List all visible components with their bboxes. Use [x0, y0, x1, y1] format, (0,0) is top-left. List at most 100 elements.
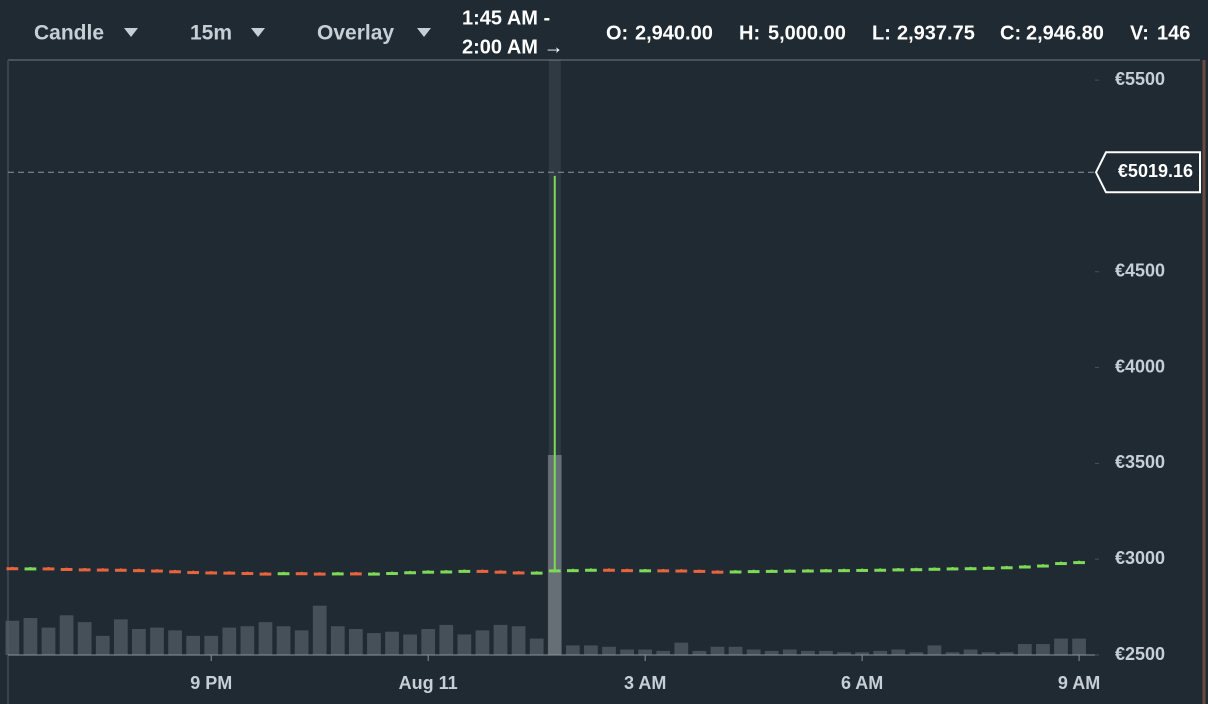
candle-body: [78, 568, 91, 572]
candle-body: [820, 569, 832, 573]
overlay-dropdown[interactable]: Overlay: [317, 22, 394, 45]
volume-bar: [403, 634, 417, 655]
volume-bar: [276, 626, 291, 655]
volume-bar: [801, 650, 815, 655]
volume-bar: [457, 634, 472, 655]
candle-body: [223, 571, 236, 575]
candle-body: [1000, 566, 1013, 570]
x-tick-label: 3 AM: [624, 673, 666, 693]
candle-body: [838, 569, 850, 573]
stat-key: C:: [1000, 22, 1021, 44]
volume-bar: [819, 650, 833, 655]
y-tick-label: €4000: [1115, 356, 1165, 376]
candle-body: [187, 571, 200, 575]
volume-bar: [963, 649, 978, 655]
candle-body: [783, 569, 796, 573]
time-range: 2:00 AM →: [462, 36, 564, 58]
candle-body: [892, 568, 905, 572]
candle-body: [440, 570, 453, 574]
volume-bar: [529, 638, 544, 655]
candle-body: [693, 569, 706, 573]
stat-value: 2,946.80: [1026, 22, 1104, 44]
y-tick-label: €4500: [1115, 260, 1165, 280]
volume-bar: [294, 630, 309, 655]
candle-body: [313, 572, 326, 576]
y-tick-label: €5500: [1115, 69, 1165, 89]
chart-type-dropdown[interactable]: Candle: [34, 22, 104, 45]
stat-value: 2,937.75: [897, 22, 975, 44]
candle-body: [566, 569, 579, 573]
volume-bar: [981, 652, 996, 655]
volume-bar: [728, 646, 743, 655]
volume-bar: [439, 624, 454, 655]
candle-body: [548, 569, 561, 573]
volume-bar: [41, 627, 56, 655]
candle-body: [765, 569, 778, 573]
volume-bar: [5, 620, 20, 655]
candle-body: [295, 572, 308, 576]
volume-bar: [638, 649, 653, 655]
x-tick-label: Aug 11: [399, 673, 458, 693]
volume-bar: [493, 624, 508, 655]
candle-body: [404, 571, 416, 575]
volume-bar: [602, 646, 616, 655]
volume-bar: [132, 628, 146, 655]
candle-body: [874, 568, 887, 572]
y-tick-label: €2500: [1115, 644, 1165, 664]
volume-bar: [186, 635, 201, 655]
candle-body: [133, 569, 145, 573]
candle-body: [205, 571, 218, 575]
interval-dropdown[interactable]: 15m: [190, 22, 232, 45]
candle-body: [675, 569, 688, 573]
y-tick-label: €3000: [1115, 548, 1165, 568]
volume-bar: [150, 627, 164, 655]
candle-body: [946, 567, 959, 571]
volume-bar: [656, 650, 671, 655]
candle-body: [277, 572, 290, 576]
volume-bar: [475, 630, 490, 655]
candle-body: [657, 569, 670, 573]
candle-body: [386, 572, 398, 576]
volume-bar: [348, 628, 363, 655]
volume-bar: [710, 646, 725, 655]
volume-bar: [23, 618, 38, 655]
candle-body: [241, 572, 254, 576]
candle-body: [1018, 565, 1031, 569]
candle-body: [621, 569, 633, 573]
candle-body: [512, 571, 525, 575]
volume-bar: [1017, 644, 1032, 655]
volume-bar: [891, 649, 906, 655]
volume-bar: [59, 615, 74, 655]
volume-bar: [782, 649, 797, 655]
x-tick-label: 9 PM: [190, 673, 232, 693]
candle-body: [24, 567, 37, 571]
dropdown-arrow[interactable]: [251, 28, 265, 37]
volume-bar: [837, 652, 851, 655]
candle-body: [982, 566, 995, 570]
candle-body: [1055, 562, 1067, 566]
volume-bar: [258, 622, 273, 655]
volume-bar: [674, 642, 689, 655]
candle-body: [1037, 564, 1049, 568]
candle-body: [856, 568, 868, 572]
time-range: 1:45 AM -: [462, 7, 550, 29]
volume-bar: [873, 650, 888, 655]
volume-bar: [565, 645, 580, 655]
stat-value: 5,000.00: [768, 22, 846, 44]
volume-bar: [385, 631, 399, 655]
volume-bar: [77, 622, 92, 655]
candle-body: [368, 572, 380, 576]
volume-bar: [999, 652, 1014, 655]
dropdown-arrow[interactable]: [124, 28, 138, 37]
volume-bar: [855, 652, 869, 655]
candle-body: [259, 572, 272, 576]
volume-bar: [421, 628, 436, 655]
candle-body: [603, 568, 615, 572]
volume-bar: [764, 650, 779, 655]
volume-bar: [113, 619, 128, 655]
stat-key: H:: [739, 22, 760, 44]
dropdown-arrow[interactable]: [417, 28, 431, 37]
volume-bar: [312, 605, 327, 655]
candle-body: [802, 569, 814, 573]
